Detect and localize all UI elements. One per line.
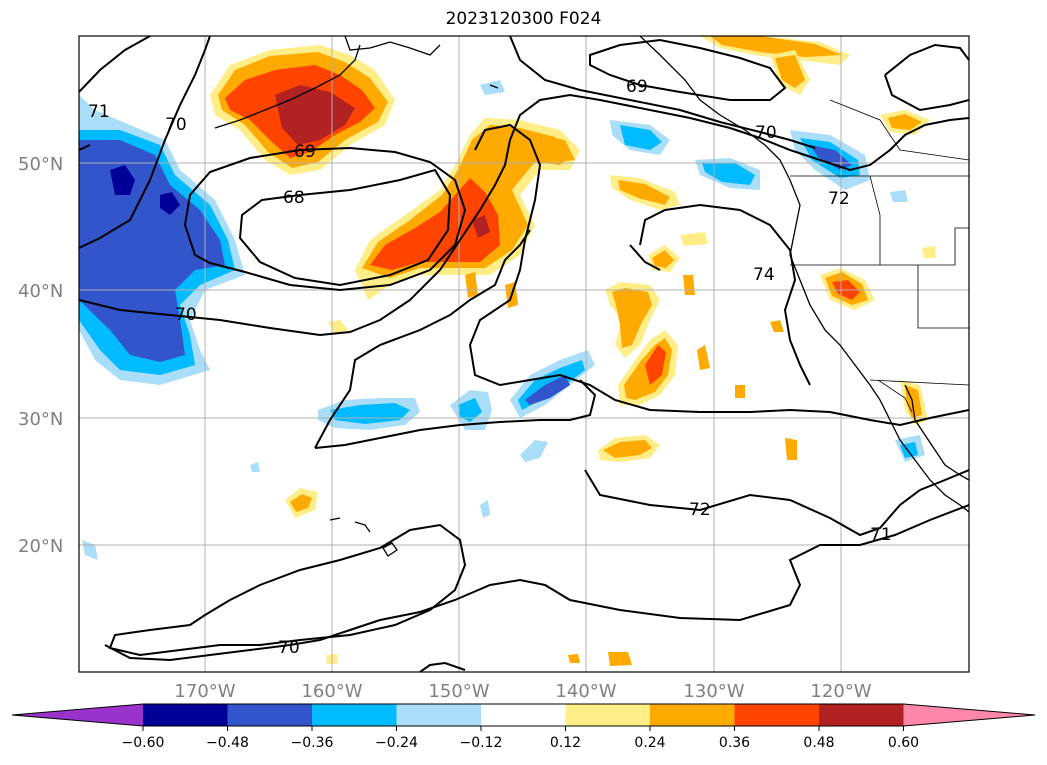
contour-labels: 71 70 69 68 70 69 70 72 74 72 71 70 <box>88 77 892 658</box>
country-borders <box>790 99 969 413</box>
lon-label: 150°W <box>428 681 489 702</box>
colorbar: −0.60 −0.48 −0.36 −0.24 −0.12 0.12 0.24 0.36 0.4… <box>11 703 1036 751</box>
lon-label: 170°W <box>174 681 235 702</box>
colorbar-extension-high <box>903 704 1035 726</box>
lon-label: 130°W <box>683 681 744 702</box>
colorbar-segment <box>565 704 651 726</box>
contour-label: 70 <box>165 115 187 135</box>
lat-label: 20°N <box>18 536 63 557</box>
contour-label: 72 <box>828 189 850 209</box>
lon-label: 160°W <box>301 681 362 702</box>
gridlines <box>79 36 969 672</box>
colorbar-segment <box>650 704 735 726</box>
colorbar-segment <box>819 704 904 726</box>
lat-label: 30°N <box>18 409 63 430</box>
colorbar-tick-label: −0.48 <box>206 735 249 751</box>
contour-label: 68 <box>283 188 305 208</box>
map-plot-area: 71 70 69 68 70 69 70 72 74 72 71 70 <box>79 36 969 672</box>
colorbar-segment <box>227 704 313 726</box>
positive-anomaly-shading <box>210 36 936 666</box>
colorbar-extension-low <box>12 704 143 726</box>
colorbar-tick-label: 0.24 <box>634 735 665 751</box>
lat-label: 50°N <box>18 154 63 175</box>
coastlines <box>214 36 969 557</box>
colorbar-tick-label: 0.36 <box>719 735 750 751</box>
colorbar-segment <box>481 704 566 726</box>
longitude-labels: 170°W 160°W 150°W 140°W 130°W 120°W <box>174 681 871 702</box>
contour-label: 70 <box>278 638 300 658</box>
contour-label: 69 <box>294 142 316 162</box>
lon-label: 140°W <box>555 681 616 702</box>
contour-label: 70 <box>175 305 197 325</box>
contour-label: 71 <box>88 102 110 122</box>
colorbar-tick-label: 0.12 <box>550 735 581 751</box>
colorbar-tick-label: 0.48 <box>803 735 834 751</box>
colorbar-segment <box>312 704 397 726</box>
negative-anomaly-shading <box>79 80 925 560</box>
contour-label: 74 <box>753 265 775 285</box>
lat-label: 40°N <box>18 281 63 302</box>
colorbar-segment <box>143 704 228 726</box>
latitude-labels: 50°N 40°N 30°N 20°N <box>18 154 63 557</box>
contour-label: 69 <box>626 77 648 97</box>
colorbar-tick-label: −0.12 <box>460 735 503 751</box>
contour-label: 70 <box>755 123 777 143</box>
height-contours <box>79 36 969 672</box>
colorbar-tick-label: −0.60 <box>122 735 165 751</box>
lon-label: 120°W <box>810 681 871 702</box>
colorbar-segment <box>734 704 820 726</box>
colorbar-tick-label: −0.24 <box>375 735 418 751</box>
map-frame <box>78 35 970 673</box>
contour-label: 72 <box>689 500 711 520</box>
map-title: 2023120300 F024 <box>445 9 602 29</box>
colorbar-segment <box>396 704 482 726</box>
contour-label: 71 <box>870 525 892 545</box>
colorbar-tick-label: 0.60 <box>888 735 919 751</box>
colorbar-tick-label: −0.36 <box>291 735 334 751</box>
